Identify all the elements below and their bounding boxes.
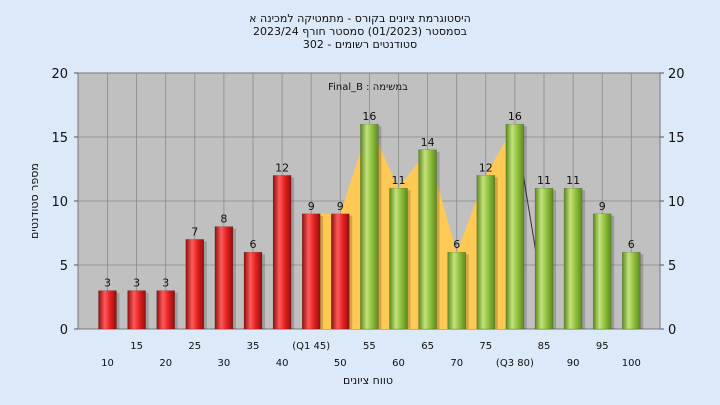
bar-60	[389, 187, 408, 330]
bar-20	[156, 290, 175, 330]
y-axis-left: 0 5 10 15 20	[51, 67, 78, 338]
bar-(Q3 80)	[505, 123, 525, 330]
y-tick-right: 15	[668, 131, 685, 146]
bar-value-label: 11	[537, 174, 551, 187]
bar-value-label: 12	[275, 161, 289, 174]
bar-series	[98, 123, 644, 330]
bar-value-label: 6	[628, 238, 635, 251]
y-tick-right: 10	[668, 195, 685, 210]
x-axis-title: טווח ציונים	[343, 374, 393, 387]
bar-65	[418, 149, 437, 330]
bar-value-labels: 3 3 3 7 8 6 12 9 9 16 11 14 6 12 16 11 11 9 6	[104, 110, 635, 289]
chart-title: היסטוגרמת ציונים בקורס - מתמטיקה למכינה …	[249, 12, 471, 51]
bar-90	[563, 187, 583, 330]
bar-value-label: 3	[133, 277, 140, 290]
x-axis: 10 15 20 25 30 35 40(Q1 45) 50 55 60 65 70 75 (Q3 80)…	[101, 341, 641, 369]
x-tick-label: 20	[159, 358, 172, 369]
bar-value-label: 11	[566, 174, 580, 187]
bar-30	[214, 226, 234, 330]
x-tick-label: (Q3 80)	[496, 358, 534, 369]
task-annotation: Final_B : במשימה	[328, 82, 408, 93]
bar-(Q1 45)	[301, 213, 321, 330]
y-tick-left: 5	[60, 259, 68, 274]
x-tick-label: 90	[567, 358, 580, 369]
bar-35	[243, 251, 263, 330]
bar-40	[272, 175, 292, 330]
x-tick-label: 40	[276, 358, 289, 369]
x-tick-label: 35	[247, 341, 260, 352]
bar-15	[127, 290, 146, 330]
bar-value-label: 12	[479, 161, 493, 174]
y-tick-left: 10	[51, 195, 68, 210]
bar-75	[476, 175, 496, 330]
bar-25	[185, 239, 205, 330]
x-tick-label: 25	[188, 341, 201, 352]
y-tick-left: 15	[51, 131, 68, 146]
bar-85	[534, 187, 554, 330]
x-tick-label: (Q1 45)	[292, 341, 330, 352]
bar-value-label: 3	[104, 277, 111, 290]
bar-50	[331, 213, 350, 330]
x-tick-label: 60	[392, 358, 405, 369]
title-line-2: בסמסטר (01/2023) סמסטר חורף 2023/24	[253, 25, 467, 38]
x-tick-label: 75	[479, 341, 492, 352]
bar-value-label: 16	[508, 110, 522, 123]
y-axis-right: 0 5 10 15 20	[660, 67, 685, 338]
x-tick-label: 95	[596, 341, 609, 352]
bar-value-label: 11	[392, 174, 406, 187]
y-tick-left: 20	[51, 67, 68, 82]
bar-value-label: 9	[599, 200, 606, 213]
title-line-3: סטודנטים רשומים - 302	[303, 38, 417, 51]
x-tick-label: 85	[538, 341, 551, 352]
bar-value-label: 6	[453, 238, 460, 251]
x-tick-label: 10	[101, 358, 114, 369]
x-tick-label: 65	[421, 341, 434, 352]
bar-100	[622, 251, 641, 330]
x-tick-label: 100	[622, 358, 641, 369]
x-tick-label: 70	[450, 358, 463, 369]
bar-value-label: 16	[362, 110, 376, 123]
bar-70	[447, 251, 466, 330]
bar-10	[98, 290, 117, 330]
x-tick-label: 15	[130, 341, 143, 352]
title-line-1: היסטוגרמת ציונים בקורס - מתמטיקה למכינה …	[249, 12, 471, 25]
bar-value-label: 8	[220, 213, 227, 226]
y-tick-right: 5	[668, 259, 676, 274]
y-axis-title: מספר סטודנטים	[28, 163, 41, 239]
bar-value-label: 7	[191, 225, 198, 238]
x-tick-label: 55	[363, 341, 376, 352]
y-tick-right: 20	[668, 67, 685, 82]
bar-value-label: 9	[337, 200, 344, 213]
y-tick-right: 0	[668, 323, 676, 338]
x-tick-label: 50	[334, 358, 347, 369]
x-tick-label: 30	[218, 358, 231, 369]
bar-value-label: 6	[250, 238, 257, 251]
bar-value-label: 9	[308, 200, 315, 213]
bar-value-label: 14	[421, 136, 435, 149]
bar-55	[360, 123, 379, 330]
y-tick-left: 0	[60, 323, 68, 338]
bar-95	[592, 213, 612, 330]
bar-value-label: 3	[162, 277, 169, 290]
